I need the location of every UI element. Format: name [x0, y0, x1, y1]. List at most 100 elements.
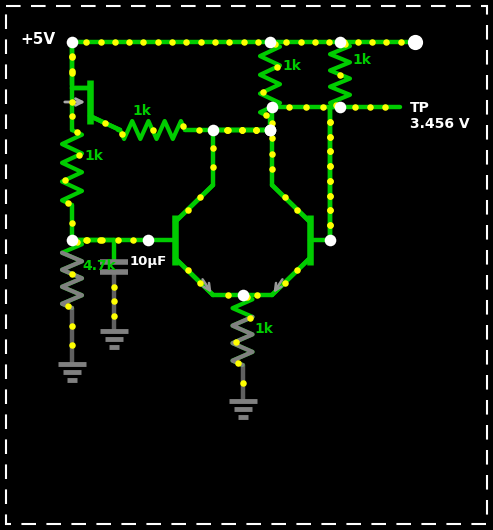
Point	[268, 165, 276, 174]
Point	[326, 206, 334, 215]
Point	[196, 193, 204, 201]
Point	[83, 236, 91, 244]
Text: 1k: 1k	[282, 59, 301, 73]
Point	[336, 70, 344, 79]
Point	[326, 191, 334, 200]
Point	[252, 126, 260, 134]
Point	[252, 126, 260, 134]
Point	[239, 291, 246, 299]
Point	[366, 103, 374, 111]
Point	[281, 193, 288, 201]
Point	[326, 118, 334, 126]
Point	[262, 111, 270, 119]
Point	[68, 52, 76, 60]
Point	[96, 236, 104, 244]
Point	[211, 38, 219, 46]
Point	[111, 38, 119, 46]
Point	[239, 378, 246, 387]
Point	[99, 236, 106, 244]
Point	[336, 38, 344, 46]
Point	[253, 291, 261, 299]
Point	[82, 38, 90, 46]
Point	[195, 126, 203, 134]
Point	[68, 68, 76, 77]
Point	[129, 236, 137, 244]
Point	[68, 98, 76, 106]
Point	[273, 63, 281, 71]
Point	[68, 236, 76, 244]
Point	[281, 278, 288, 287]
Point	[297, 38, 305, 46]
Point	[238, 126, 246, 134]
Point	[101, 119, 109, 127]
Point	[110, 311, 118, 320]
Point	[266, 126, 274, 134]
Point	[326, 236, 334, 244]
Point	[68, 66, 76, 75]
Point	[68, 322, 76, 331]
Point	[252, 126, 260, 134]
Point	[268, 118, 276, 127]
Point	[326, 221, 334, 229]
Point	[238, 126, 246, 134]
Point	[351, 103, 359, 111]
Point	[232, 338, 240, 346]
Point	[326, 132, 334, 141]
Point	[302, 103, 310, 111]
Point	[72, 128, 80, 136]
Point	[336, 103, 344, 111]
Point	[326, 162, 334, 170]
Point	[271, 40, 279, 48]
Point	[411, 38, 419, 46]
Point	[354, 38, 362, 46]
Point	[266, 126, 274, 134]
Point	[75, 151, 83, 159]
Point	[326, 147, 334, 156]
Point	[326, 221, 334, 229]
Point	[238, 126, 246, 134]
Point	[383, 38, 390, 46]
Point	[326, 147, 334, 156]
Point	[397, 38, 405, 46]
Point	[368, 38, 376, 46]
Point	[148, 126, 156, 134]
Point	[319, 103, 327, 111]
Point	[326, 206, 334, 215]
Point	[184, 206, 192, 214]
Point	[285, 103, 293, 111]
Point	[225, 38, 233, 46]
Point	[326, 118, 334, 126]
Point	[223, 126, 231, 134]
Point	[182, 38, 190, 46]
Point	[154, 38, 162, 46]
Point	[209, 144, 217, 153]
Point	[140, 38, 147, 46]
Point	[72, 237, 80, 246]
Text: +5V: +5V	[20, 32, 55, 48]
Point	[240, 38, 247, 46]
Point	[97, 38, 105, 46]
Point	[332, 101, 340, 109]
Point	[110, 282, 118, 291]
Point	[224, 291, 232, 299]
Text: 1k: 1k	[84, 149, 103, 163]
Point	[326, 191, 334, 200]
Point	[64, 302, 71, 311]
Point	[326, 176, 334, 185]
Point	[61, 176, 69, 184]
Point	[268, 103, 276, 111]
Point	[311, 38, 319, 46]
Point	[64, 199, 71, 207]
Point	[223, 126, 231, 134]
Point	[259, 88, 267, 96]
Text: 1k: 1k	[132, 104, 151, 118]
Point	[268, 134, 276, 143]
Point	[341, 40, 349, 48]
Point	[68, 38, 76, 46]
Text: 1k: 1k	[352, 53, 371, 67]
Text: 4.7k: 4.7k	[82, 259, 116, 273]
Point	[82, 236, 90, 244]
Point	[266, 38, 274, 46]
Point	[68, 218, 76, 227]
Point	[197, 38, 205, 46]
